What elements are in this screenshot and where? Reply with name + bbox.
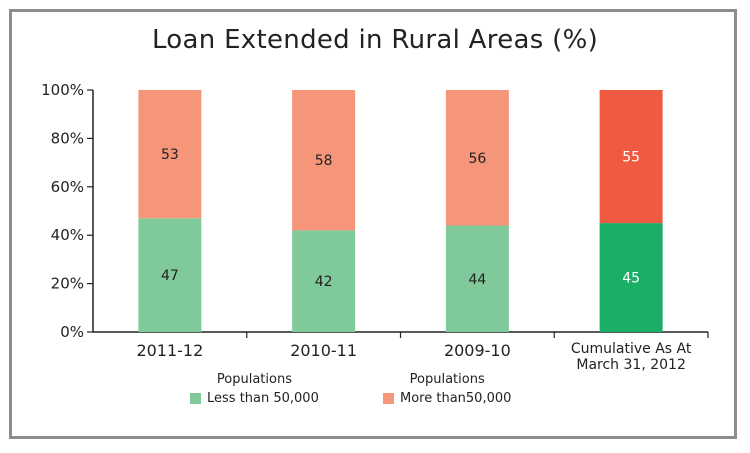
data-label-less-0: 47	[161, 268, 179, 284]
y-tick-label-2: 40%	[51, 226, 84, 244]
legend-less-label: Less than 50,000	[207, 391, 319, 406]
legend-less-group-label: Populations	[216, 372, 292, 387]
legend-less: Populations Less than 50,000	[190, 372, 319, 406]
data-label-less-1: 42	[315, 274, 333, 290]
bar-less-1	[292, 230, 356, 332]
bar-more-3	[599, 90, 663, 224]
data-label-more-1: 58	[315, 153, 333, 169]
x-tick-label-3: Cumulative As At March 31, 2012	[571, 341, 692, 373]
x-tick-label-0: 2011-12	[136, 341, 203, 360]
y-tick-label-1: 20%	[51, 275, 84, 293]
data-label-more-3: 55	[622, 150, 640, 166]
legend-more-group-label: Populations	[409, 372, 485, 387]
bar-less-0	[138, 218, 202, 332]
bar-more-2	[445, 90, 509, 226]
legend-more: Populations More than50,000	[383, 372, 511, 406]
data-label-less-2: 44	[468, 272, 486, 288]
y-tick-label-3: 60%	[51, 178, 84, 196]
data-label-more-2: 56	[468, 151, 486, 167]
bar-less-3	[599, 223, 663, 332]
y-tick-label-4: 80%	[51, 129, 84, 147]
x-tick-label-2: 2009-10	[444, 341, 511, 360]
y-tick-label-5: 100%	[41, 81, 84, 99]
bar-more-0	[138, 90, 202, 219]
y-tick-label-0: 0%	[60, 323, 84, 341]
x-tick-label-1: 2010-11	[290, 341, 357, 360]
legend-more-swatch	[383, 393, 394, 404]
data-label-less-3: 45	[622, 271, 640, 287]
legend-less-swatch	[190, 393, 201, 404]
bar-more-1	[292, 90, 356, 231]
data-label-more-0: 53	[161, 147, 179, 163]
legend-more-label: More than50,000	[400, 391, 512, 406]
chart-title: Loan Extended in Rural Areas (%)	[151, 25, 599, 55]
bar-less-2	[445, 225, 509, 332]
